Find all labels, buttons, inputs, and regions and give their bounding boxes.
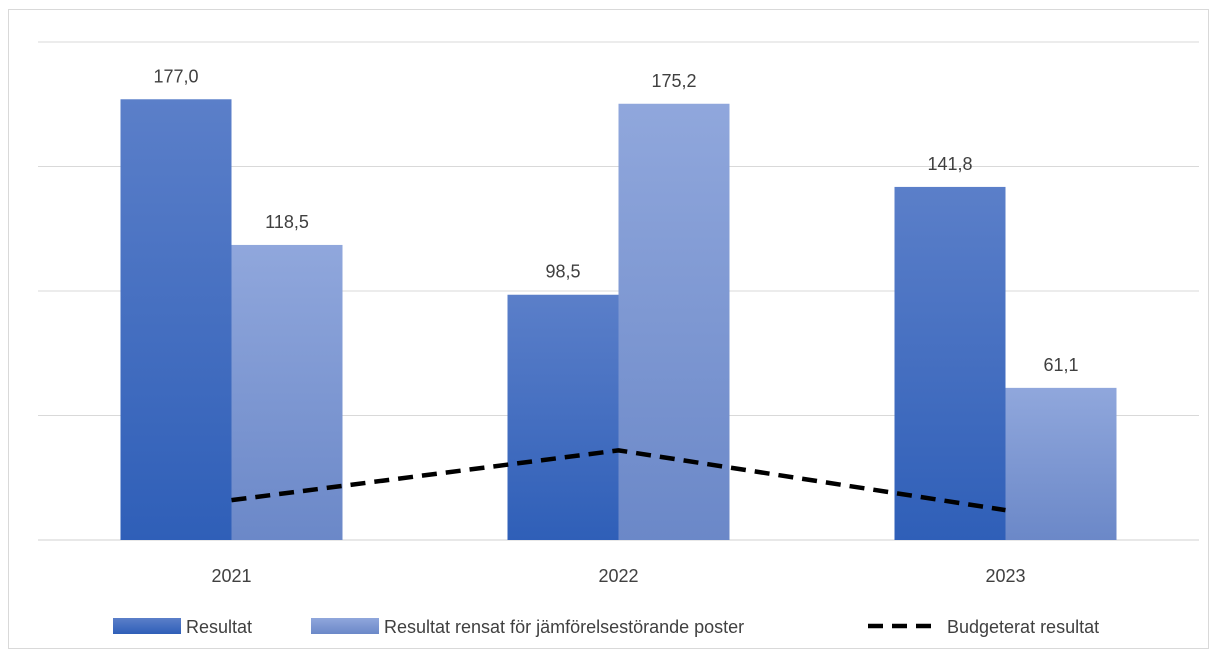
data-label: 177,0 xyxy=(153,66,198,86)
data-label: 98,5 xyxy=(545,262,580,282)
data-labels: 177,0 118,5 98,5 175,2 141,8 61,1 xyxy=(153,66,1078,375)
bar-resultat-rensat-2023 xyxy=(1005,387,1117,540)
bar-resultat-rensat-2021 xyxy=(231,244,343,540)
line-budgeterat-resultat xyxy=(231,448,1006,513)
data-label: 141,8 xyxy=(927,154,972,174)
data-label: 61,1 xyxy=(1043,355,1078,375)
bar-resultat-2022 xyxy=(507,294,619,540)
bars xyxy=(120,99,1117,541)
legend-label: Resultat rensat för jämförelsestörande p… xyxy=(384,617,744,637)
x-tick-label: 2021 xyxy=(211,566,251,586)
budget-line xyxy=(231,448,1006,513)
legend-swatch xyxy=(113,618,181,634)
x-tick-label: 2023 xyxy=(985,566,1025,586)
legend-label: Resultat xyxy=(186,617,252,637)
legend: Resultat Resultat rensat för jämförelsest… xyxy=(113,617,1099,637)
x-tick-label: 2022 xyxy=(598,566,638,586)
bar-resultat-2021 xyxy=(120,99,232,541)
bar-resultat-2023 xyxy=(894,186,1006,540)
data-label: 175,2 xyxy=(651,71,696,91)
data-label: 118,5 xyxy=(265,212,309,232)
legend-swatch xyxy=(311,618,379,634)
bar-resultat-rensat-2022 xyxy=(618,103,730,540)
x-axis-ticks: 2021 2022 2023 xyxy=(211,566,1025,586)
legend-label: Budgeterat resultat xyxy=(947,617,1099,637)
